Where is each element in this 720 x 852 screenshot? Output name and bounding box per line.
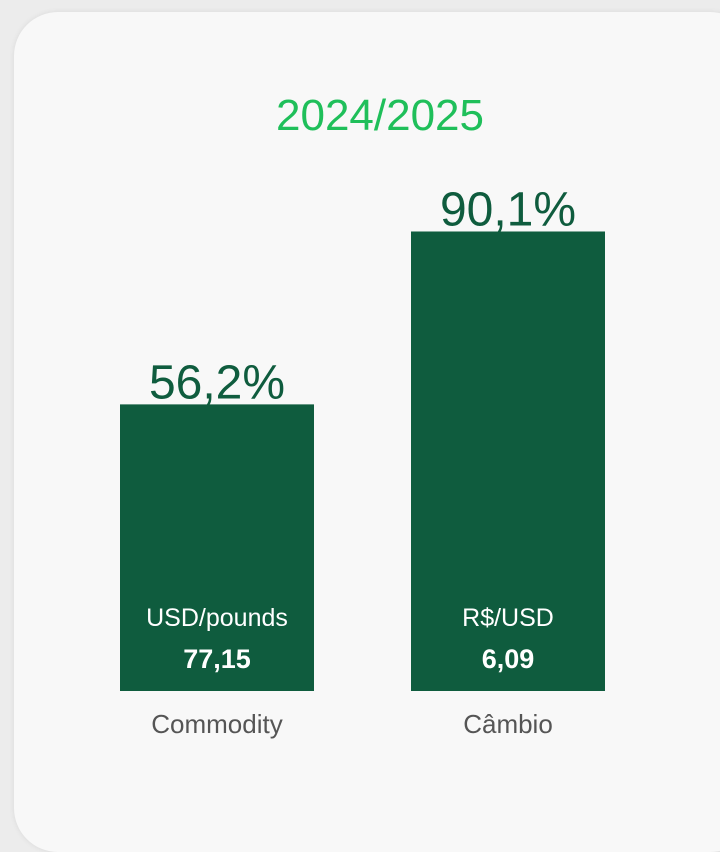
bar-rate-value: 77,15 (183, 644, 251, 674)
bar (411, 231, 605, 692)
category-label: Câmbio (463, 709, 553, 739)
bar (120, 404, 314, 691)
bar-unit-label: R$/USD (462, 604, 554, 632)
bar-chart: 2024/2025 56,2% USD/pounds 77,15 Commodity 9… (120, 91, 605, 739)
bar-unit-label: USD/pounds (146, 604, 288, 632)
bar-value-label: 90,1% (440, 183, 576, 236)
bar-rate-value: 6,09 (482, 644, 535, 674)
chart-title: 2024/2025 (276, 91, 484, 140)
category-label: Commodity (151, 709, 282, 739)
bar-value-label: 56,2% (149, 356, 285, 409)
